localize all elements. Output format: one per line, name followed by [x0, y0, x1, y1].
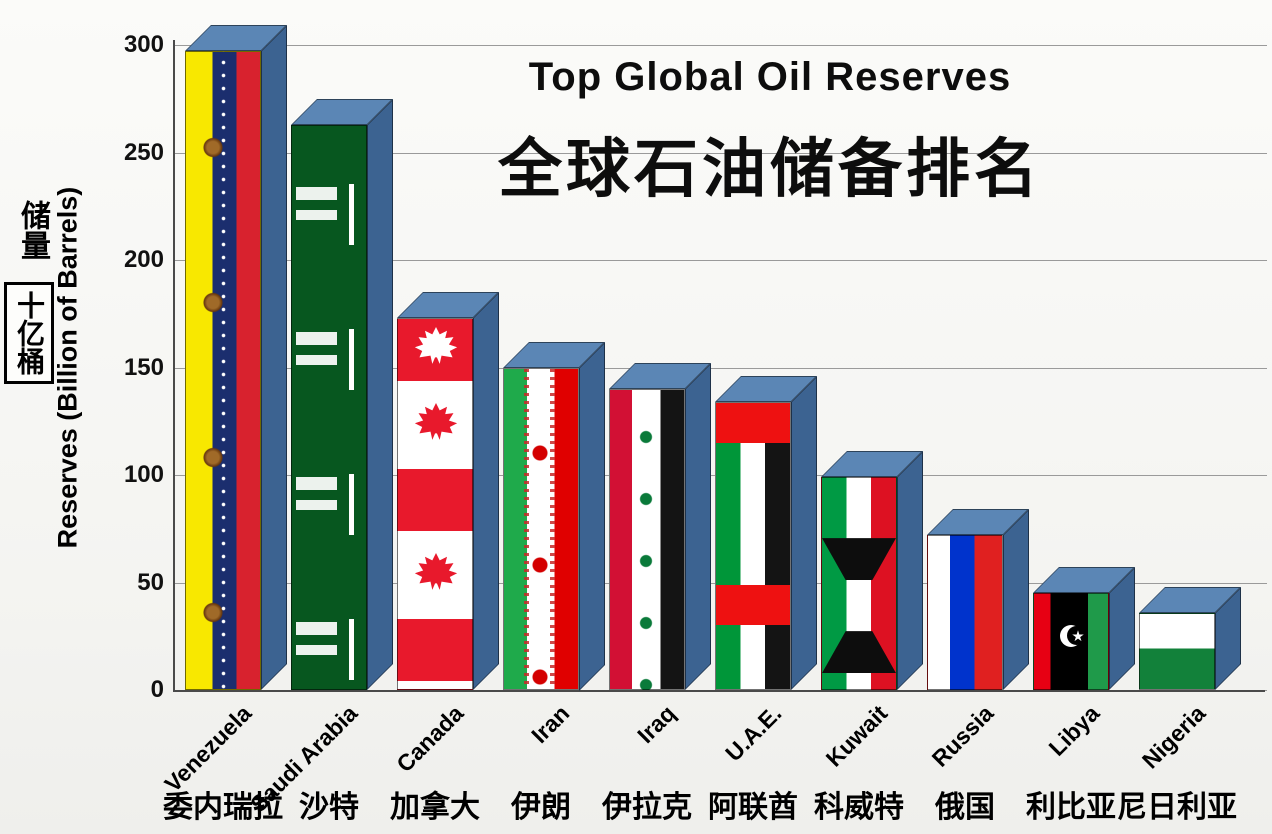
y-tick-label-50: 50: [137, 568, 164, 596]
x-label-zh-libya: 利比亚: [1026, 791, 1116, 824]
x-label-zh-venezuela: 委内瑞拉: [163, 791, 283, 824]
y-tick-label-200: 200: [123, 246, 164, 273]
bar-side-uae: [791, 375, 817, 690]
y-axis-label-chinese: 储量: [16, 200, 49, 260]
saudi-flag: [291, 124, 367, 690]
x-label-zh-uae: 阿联酋: [708, 791, 798, 824]
bar-kuwait: [821, 451, 923, 690]
nigeria-flag: [1139, 612, 1215, 690]
bar-side-saudi: [367, 98, 393, 690]
chart-title-chinese: 全球石油储备排名: [498, 133, 1042, 205]
bar-side-iran: [579, 341, 605, 690]
bar-side-canada: [473, 292, 499, 690]
kuwait-trapezoid-icon: [822, 538, 896, 581]
bar-iran: [503, 341, 605, 690]
y-tick-label-100: 100: [123, 461, 164, 488]
gridline-150: [175, 367, 1267, 369]
bar-saudi: [291, 98, 393, 690]
gridline-200: [175, 260, 1267, 261]
bar-venezuela: [185, 25, 287, 690]
y-tick-label-150: 150: [123, 353, 164, 381]
x-axis-line: [173, 690, 1265, 692]
russia-flag: [927, 535, 1003, 690]
gridline-300: [175, 45, 1267, 46]
kuwait-flag: [821, 477, 897, 690]
kuwait-trapezoid-icon: [822, 631, 896, 674]
maple-leaf-icon: [414, 403, 458, 440]
bar-side-russia: [1003, 509, 1029, 690]
y-axis-unit-box: 十亿桶: [4, 282, 54, 384]
iraq-flag: [609, 389, 685, 690]
x-label-zh-kuwait: 科威特: [814, 791, 904, 824]
bar-side-kuwait: [897, 451, 923, 690]
chart-title: Top Global Oil Reserves: [528, 55, 1012, 99]
bar-russia: [927, 509, 1029, 690]
bar-iraq: [609, 363, 711, 690]
y-tick-label-250: 250: [123, 138, 164, 166]
white-maple-leaf-icon: [414, 327, 458, 364]
bar-canada: [397, 292, 499, 690]
title-block: Top Global Oil Reserves 全球石油储备排名: [400, 55, 1140, 210]
x-label-zh-russia: 俄国: [935, 791, 995, 824]
x-label-zh-iran: 伊朗: [511, 791, 571, 824]
venezuela-flag: [185, 51, 261, 690]
y-axis-line: [173, 40, 175, 692]
libya-flag: [1033, 593, 1109, 690]
bar-nigeria: [1139, 586, 1241, 690]
star-icon: [1072, 630, 1084, 642]
bar-side-venezuela: [261, 25, 287, 690]
x-label-zh-saudi: 沙特: [299, 791, 359, 824]
uae-flag: [715, 401, 791, 690]
x-label-zh-canada: 加拿大: [390, 791, 480, 824]
x-label-zh-iraq: 伊拉克: [602, 791, 692, 824]
y-tick-label-300: 300: [123, 31, 164, 58]
x-label-zh-nigeria: 尼日利亚: [1117, 791, 1237, 824]
y-tick-label-0: 0: [150, 676, 164, 703]
bar-uae: [715, 375, 817, 690]
maple-leaf-icon: [414, 553, 458, 590]
y-axis-label: Reserves (Billion of Barrels): [52, 186, 83, 549]
bar-side-iraq: [685, 363, 711, 690]
bar-libya: [1033, 567, 1135, 690]
iran-flag: [503, 367, 579, 690]
gridline-250: [175, 152, 1267, 154]
canada-flag: [397, 318, 473, 690]
